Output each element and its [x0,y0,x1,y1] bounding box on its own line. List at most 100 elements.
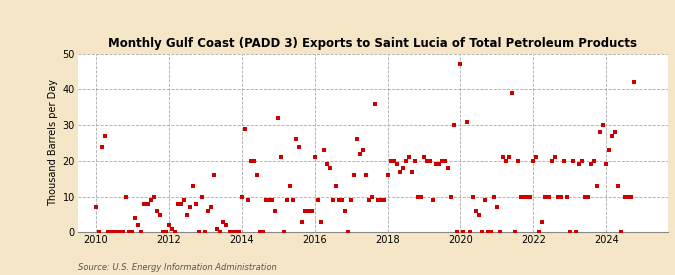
Title: Monthly Gulf Coast (PADD 3) Exports to Saint Lucia of Total Petroleum Products: Monthly Gulf Coast (PADD 3) Exports to S… [109,37,637,50]
Point [306,209,317,213]
Point [540,194,551,199]
Point [313,198,323,202]
Point [127,230,138,235]
Point [355,152,366,156]
Point [470,209,481,213]
Point [416,194,427,199]
Point [333,198,344,202]
Point [595,130,605,134]
Point [361,173,372,177]
Point [592,184,603,188]
Point [358,148,369,152]
Point [601,162,612,167]
Point [115,230,126,235]
Point [340,209,350,213]
Point [343,230,354,235]
Point [385,159,396,163]
Point [124,230,135,235]
Point [412,194,423,199]
Point [610,130,621,134]
Point [446,194,457,199]
Point [319,148,329,152]
Point [570,230,581,235]
Point [516,194,526,199]
Point [367,194,378,199]
Point [234,230,244,235]
Point [267,198,277,202]
Point [422,159,433,163]
Point [598,123,609,127]
Point [300,209,311,213]
Point [294,144,305,149]
Point [157,230,168,235]
Point [477,230,487,235]
Point [370,101,381,106]
Point [458,230,469,235]
Point [325,166,335,170]
Point [464,230,475,235]
Point [534,230,545,235]
Point [418,155,429,160]
Point [513,159,524,163]
Point [576,159,587,163]
Point [431,162,441,167]
Point [139,202,150,206]
Point [522,194,533,199]
Point [179,198,190,202]
Point [519,194,530,199]
Point [161,230,171,235]
Point [109,230,119,235]
Point [583,194,593,199]
Point [489,194,500,199]
Point [552,194,563,199]
Point [221,223,232,227]
Point [279,230,290,235]
Point [321,162,332,167]
Point [525,194,536,199]
Point [163,223,174,227]
Point [212,227,223,231]
Point [589,159,599,163]
Point [531,155,542,160]
Point [188,184,198,188]
Point [379,198,390,202]
Point [218,219,229,224]
Point [479,198,490,202]
Point [203,209,214,213]
Point [169,230,180,235]
Point [543,194,554,199]
Point [215,230,226,235]
Point [434,162,445,167]
Point [349,173,360,177]
Point [443,166,454,170]
Point [564,230,575,235]
Point [331,184,342,188]
Point [240,126,250,131]
Point [373,198,384,202]
Point [394,169,405,174]
Point [613,184,624,188]
Point [327,198,338,202]
Point [133,223,144,227]
Point [558,159,569,163]
Point [309,155,320,160]
Point [437,159,448,163]
Point [473,212,484,217]
Point [145,198,156,202]
Point [440,159,451,163]
Point [406,169,417,174]
Point [352,137,362,142]
Point [625,194,636,199]
Point [501,159,512,163]
Point [276,155,287,160]
Point [495,230,506,235]
Point [97,144,107,149]
Point [425,159,435,163]
Point [291,137,302,142]
Point [510,230,520,235]
Point [568,159,578,163]
Point [230,230,241,235]
Point [261,198,271,202]
Point [346,198,356,202]
Point [586,162,597,167]
